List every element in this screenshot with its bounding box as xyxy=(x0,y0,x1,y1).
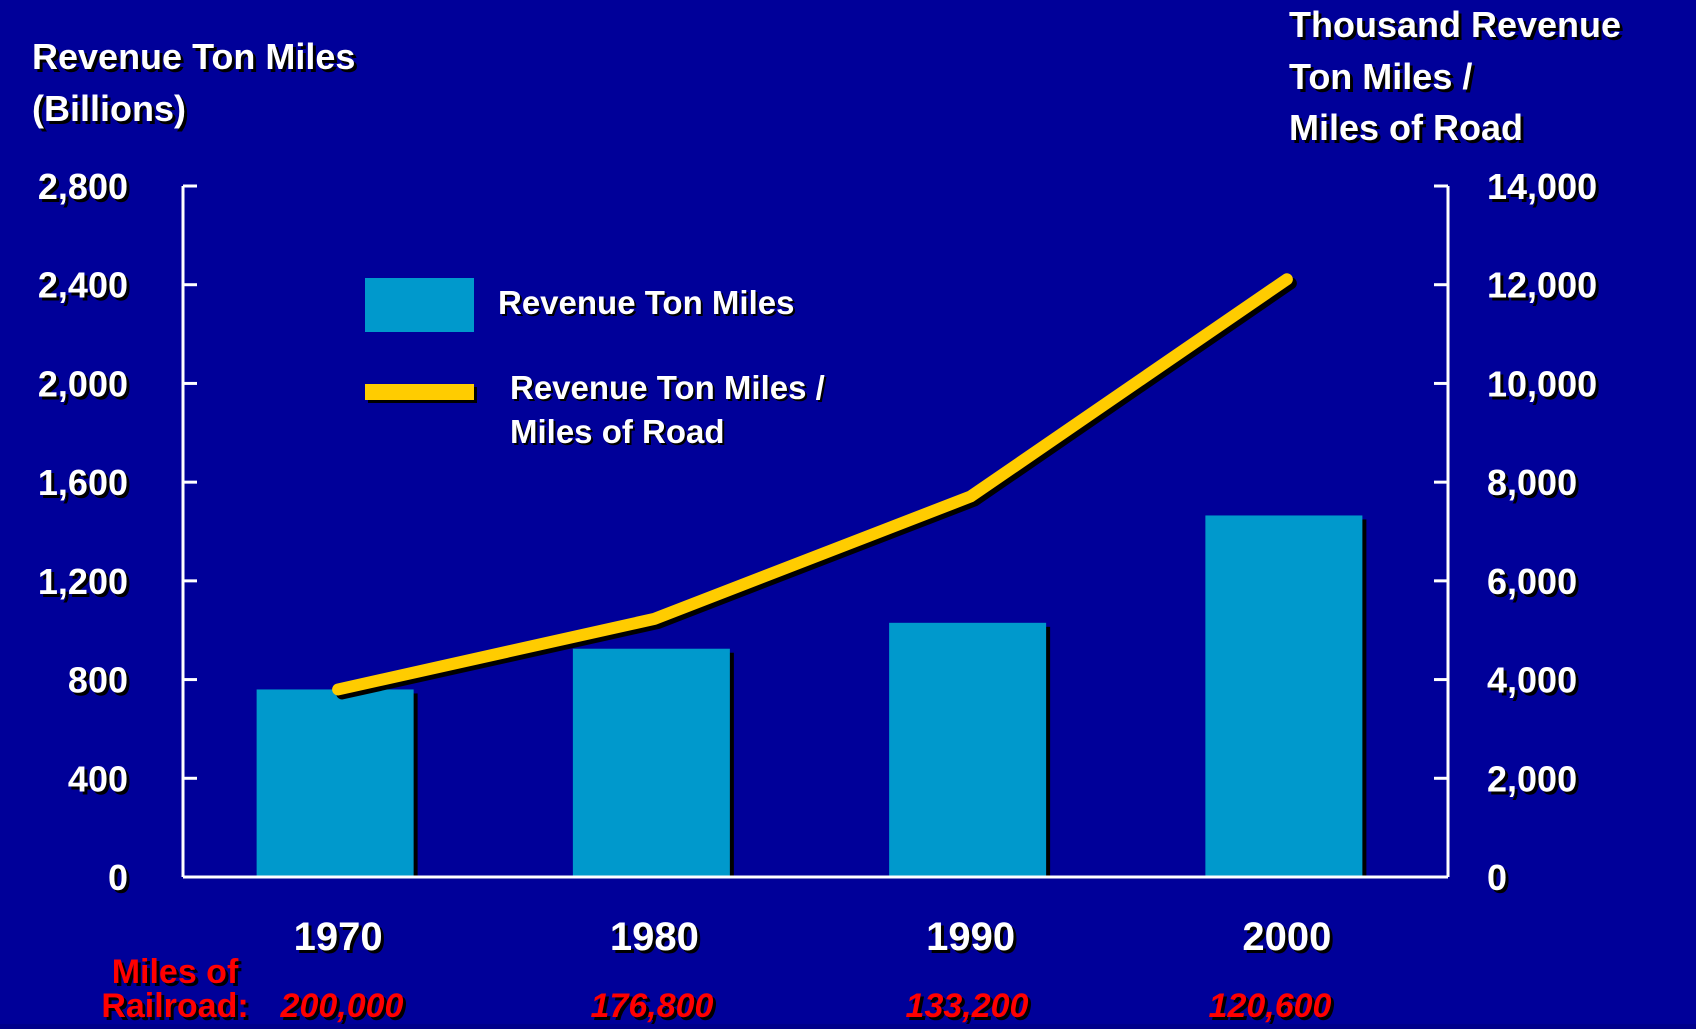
bar-1970 xyxy=(256,689,414,877)
axes-layer xyxy=(181,186,1450,879)
footer-value-1970: 200,000 xyxy=(280,987,404,1024)
line-point-1990 xyxy=(969,495,972,498)
left-tick-label-6: 2,400 xyxy=(38,265,128,306)
footer-label-line-1: Miles of xyxy=(112,953,239,991)
left-tick-label-2-shadow: 800 xyxy=(71,663,131,704)
x-label-1970-shadow: 1970 xyxy=(297,918,386,962)
right-axis-title-line-3: Miles of Road xyxy=(1289,107,1523,148)
x-label-2000-shadow: 2000 xyxy=(1245,918,1334,962)
left-axis-title: Revenue Ton Miles Revenue Ton Miles (Bil… xyxy=(32,36,358,132)
left-tick-label-2: 800 xyxy=(68,660,128,701)
left-tick-label-1-shadow: 400 xyxy=(71,761,131,802)
line-layer xyxy=(332,273,1297,700)
left-axis-title-line-2-shadow: (Billions) xyxy=(35,91,189,132)
left-axis-title-line-2: (Billions) xyxy=(32,88,186,129)
right-tick-label-2: 4,000 xyxy=(1487,660,1577,701)
right-tick-label-0: 0 xyxy=(1487,857,1507,898)
right-tick-label-4: 8,000 xyxy=(1487,462,1577,503)
x-label-1990-shadow: 1990 xyxy=(929,918,1018,962)
left-tick-label-5-shadow: 2,000 xyxy=(41,366,131,407)
right-tick-label-7-shadow: 14,000 xyxy=(1490,169,1600,210)
x-label-1970: 1970 xyxy=(294,915,383,959)
x-label-1980: 1980 xyxy=(610,915,699,959)
left-tick-label-7-shadow: 2,800 xyxy=(41,169,131,210)
legend-line-label-1: Revenue Ton Miles / xyxy=(510,369,825,406)
right-tick-label-2-shadow: 4,000 xyxy=(1490,663,1580,704)
right-tick-label-4-shadow: 8,000 xyxy=(1490,465,1580,506)
right-tick-label-6: 12,000 xyxy=(1487,265,1597,306)
right-axis-title-line-2: Ton Miles / xyxy=(1289,56,1472,97)
right-tick-label-1-shadow: 2,000 xyxy=(1490,761,1580,802)
footer-value-1990-shadow: 133,200 xyxy=(909,990,1032,1024)
right-axis-title-line-3-shadow: Miles of Road xyxy=(1292,110,1526,151)
footer-label-line-2-shadow: Railroad: xyxy=(104,990,251,1024)
right-axis-title-line-1-shadow: Thousand Revenue xyxy=(1292,7,1624,48)
right-tick-label-1: 2,000 xyxy=(1487,758,1577,799)
left-tick-label-6-shadow: 2,400 xyxy=(41,268,131,309)
line-point-1980 xyxy=(653,617,656,620)
legend-bar-swatch xyxy=(365,278,474,332)
left-tick-label-4-shadow: 1,600 xyxy=(41,465,131,506)
right-tick-label-0-shadow: 0 xyxy=(1490,860,1510,901)
left-tick-label-0: 0 xyxy=(108,857,128,898)
right-axis-title-line-2-shadow: Ton Miles / xyxy=(1292,59,1475,100)
left-tick-label-7: 2,800 xyxy=(38,166,128,207)
footer-value-1980-shadow: 176,800 xyxy=(594,990,717,1024)
footer-value-2000: 120,600 xyxy=(1209,987,1332,1024)
right-tick-label-7: 14,000 xyxy=(1487,166,1597,207)
left-tick-label-1: 400 xyxy=(68,758,128,799)
left-axis-title-line-1: Revenue Ton Miles xyxy=(32,36,355,77)
line-point-1970 xyxy=(337,688,340,691)
footer-label-line-2: Railroad: xyxy=(101,987,248,1024)
line-series-shadow xyxy=(336,277,1297,700)
legend-bar-label: Revenue Ton Miles xyxy=(498,284,794,321)
line-series-revenue-ton-miles-per-mile xyxy=(332,273,1293,696)
right-axis-title: Thousand Revenue Thousand Revenue Ton Mi… xyxy=(1289,4,1624,151)
right-tick-label-3-shadow: 6,000 xyxy=(1490,564,1580,605)
footer-value-1970-shadow: 200,000 xyxy=(283,990,407,1024)
right-tick-label-6-shadow: 12,000 xyxy=(1490,268,1600,309)
footer-value-1980: 176,800 xyxy=(591,987,714,1024)
left-axis-title-line-1-shadow: Revenue Ton Miles xyxy=(35,39,358,80)
legend-line-label-2: Miles of Road xyxy=(510,413,725,450)
right-axis-title-line-1: Thousand Revenue xyxy=(1289,4,1621,45)
x-label-2000: 2000 xyxy=(1242,915,1331,959)
bar-1990 xyxy=(889,622,1047,877)
footer-value-2000-shadow: 120,600 xyxy=(1212,990,1335,1024)
legend-line-label-2-shadow: Miles of Road xyxy=(512,415,727,452)
legend-bar-label-shadow: Revenue Ton Miles xyxy=(500,286,796,323)
line-point-2000 xyxy=(1285,278,1288,281)
bars-layer xyxy=(256,515,1367,877)
legend-line-swatch xyxy=(365,384,474,400)
bar-2000 xyxy=(1205,515,1363,877)
legend: Revenue Ton Miles Revenue Ton Miles Reve… xyxy=(365,278,827,452)
footer-value-1990: 133,200 xyxy=(906,987,1029,1024)
right-tick-label-3: 6,000 xyxy=(1487,561,1577,602)
x-label-1990: 1990 xyxy=(926,915,1015,959)
bar-1980 xyxy=(572,648,730,877)
left-tick-label-4: 1,600 xyxy=(38,462,128,503)
footer-label-line-1-shadow: Miles of xyxy=(115,956,242,994)
left-tick-label-5: 2,000 xyxy=(38,363,128,404)
legend-line-label-1-shadow: Revenue Ton Miles / xyxy=(512,371,827,408)
left-tick-label-3-shadow: 1,200 xyxy=(41,564,131,605)
right-tick-label-5-shadow: 10,000 xyxy=(1490,366,1600,407)
left-tick-label-3: 1,200 xyxy=(38,561,128,602)
left-tick-label-0-shadow: 0 xyxy=(111,860,131,901)
x-label-1980-shadow: 1980 xyxy=(613,918,702,962)
right-tick-label-5: 10,000 xyxy=(1487,363,1597,404)
